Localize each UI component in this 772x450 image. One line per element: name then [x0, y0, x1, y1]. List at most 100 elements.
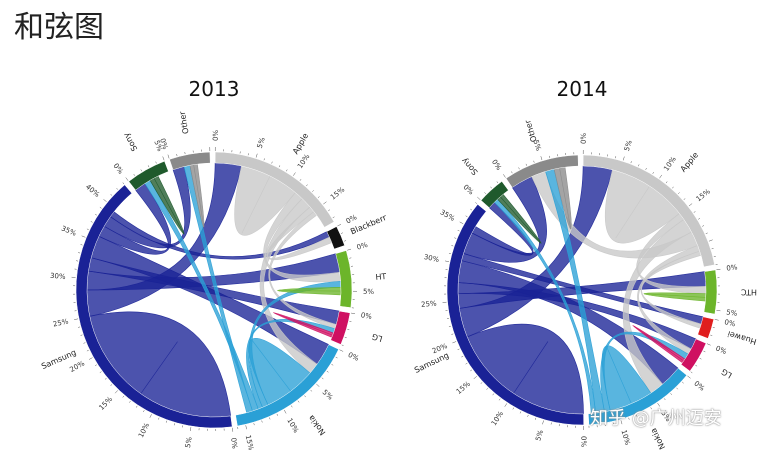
tick-mark	[527, 414, 529, 417]
tick-label: 0%	[158, 137, 169, 150]
tick-mark	[504, 403, 508, 407]
tick-mark	[347, 248, 352, 251]
tick-label: 0%	[714, 344, 728, 356]
group-label-huawei: Huawei	[727, 329, 758, 346]
tick-mark	[663, 398, 666, 401]
tick-mark	[332, 216, 335, 219]
tick-label: 5%	[256, 136, 267, 149]
tick-mark	[299, 178, 302, 181]
group-arc-samsung	[446, 203, 584, 426]
tick-mark	[712, 327, 715, 329]
tick-mark	[703, 350, 706, 353]
tick-mark	[448, 325, 451, 327]
tick-mark	[290, 405, 293, 408]
tick-mark	[269, 417, 271, 420]
tick-mark	[534, 417, 537, 420]
tick-label: 5%	[152, 139, 164, 153]
tick-mark	[339, 349, 344, 352]
tick-mark	[473, 376, 478, 379]
group-label-sony: Sony	[460, 156, 480, 177]
tick-mark	[86, 228, 89, 230]
tick-label: 0%	[229, 437, 238, 449]
tick-mark	[657, 402, 660, 407]
tick-mark	[695, 364, 698, 367]
group-label-htc: HTC	[741, 287, 758, 296]
tick-label: 0%	[579, 436, 587, 448]
group-arc-htc	[335, 250, 353, 308]
tick-label: 5%	[363, 288, 375, 296]
tick-mark	[459, 221, 464, 225]
tick-label: 0%	[345, 213, 359, 225]
tick-label: 10%	[285, 417, 300, 435]
tick-mark	[448, 253, 451, 255]
tick-mark	[480, 382, 483, 384]
tick-mark	[519, 411, 522, 414]
tick-mark	[457, 229, 460, 232]
tick-mark	[147, 165, 150, 168]
tick-mark	[125, 177, 129, 181]
tick-label: 0%	[112, 162, 125, 176]
tick-mark	[122, 395, 125, 398]
group-label-apple: Apple	[679, 150, 701, 173]
group-label-sony: Sony	[122, 131, 140, 153]
group-arc-sony	[128, 160, 169, 191]
tick-mark	[533, 160, 535, 163]
tick-mark	[271, 161, 273, 164]
tick-label: 15%	[329, 185, 346, 201]
tick-mark	[347, 328, 350, 331]
tick-mark	[542, 420, 544, 425]
tick-mark	[304, 395, 306, 398]
tick-label: 10%	[662, 155, 678, 173]
group-arc-apple	[214, 151, 335, 228]
tick-mark	[140, 169, 143, 172]
tick-mark	[94, 364, 97, 367]
tick-mark	[512, 407, 515, 410]
tick-mark	[90, 221, 93, 223]
tick-mark	[245, 425, 247, 430]
group-arc-lg	[330, 310, 351, 345]
tick-mark	[232, 427, 234, 432]
tick-label: 5%	[321, 388, 335, 402]
group-label-other: Other	[523, 118, 539, 143]
chord-chart-2013: 20130%5%10%15%Apple0%Blackberry0%5%HTC0%…	[40, 77, 386, 450]
tick-label: 5%	[623, 139, 634, 152]
tick-label: 15%	[695, 187, 712, 203]
tick-label: 5%	[184, 436, 194, 449]
tick-mark	[95, 213, 97, 216]
tick-mark	[465, 362, 468, 365]
tick-mark	[114, 390, 118, 394]
tick-mark	[81, 235, 86, 238]
tick-mark	[699, 357, 702, 360]
tick-mark	[351, 312, 356, 314]
tick-mark	[622, 156, 625, 161]
ribbon-htc-htc	[643, 292, 707, 302]
tick-mark	[278, 165, 281, 168]
tick-mark	[477, 196, 481, 200]
tick-mark	[253, 423, 255, 426]
tick-mark	[665, 181, 668, 184]
tick-mark	[708, 239, 713, 242]
tick-mark	[190, 427, 192, 432]
tick-label: 0%	[462, 183, 476, 197]
tick-mark	[451, 245, 454, 247]
tick-mark	[716, 310, 721, 312]
group-arc-lg	[680, 338, 707, 372]
tick-mark	[110, 384, 113, 386]
group-label-samsung: Samsung	[413, 351, 450, 375]
tick-mark	[293, 172, 296, 176]
tick-mark	[503, 174, 506, 178]
tick-mark	[99, 206, 102, 209]
group-label-apple: Apple	[291, 132, 310, 156]
tick-label: 0%	[347, 351, 361, 363]
tick-label: 5%	[726, 308, 739, 318]
tick-mark	[484, 192, 487, 194]
tick-mark	[638, 164, 640, 167]
tick-mark	[326, 370, 329, 373]
group-label-nokia: Nokia	[649, 426, 667, 450]
group-arc-huawei	[697, 316, 715, 339]
tick-mark	[676, 387, 679, 390]
tick-mark	[645, 167, 647, 170]
tick-mark	[451, 333, 454, 335]
tick-mark	[103, 199, 107, 202]
tick-mark	[341, 344, 344, 346]
